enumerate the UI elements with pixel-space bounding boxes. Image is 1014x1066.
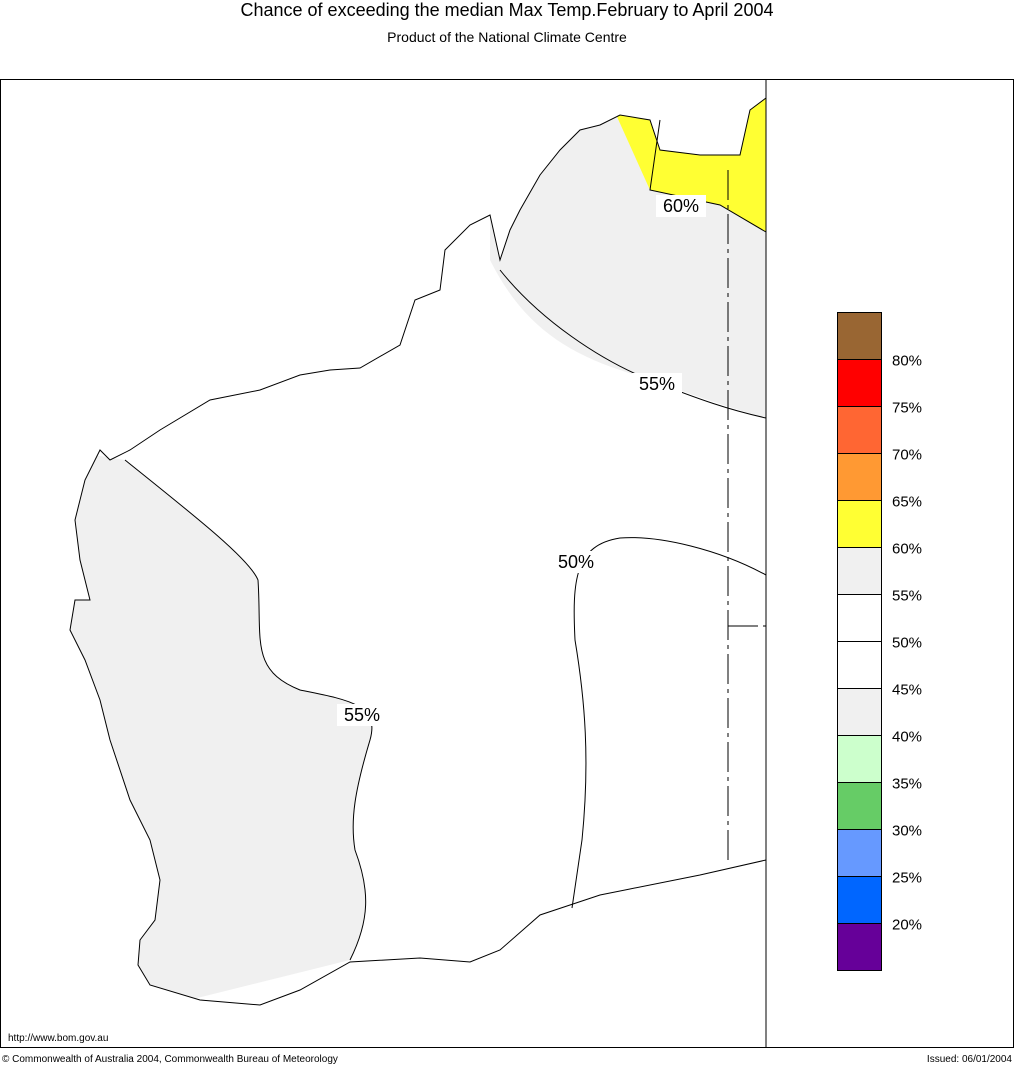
legend-swatch — [837, 406, 882, 454]
legend-swatch — [837, 312, 882, 360]
legend-swatch — [837, 688, 882, 736]
legend-label: 45% — [892, 682, 922, 699]
title: Chance of exceeding the median Max Temp.… — [241, 0, 774, 20]
url: http://www.bom.gov.au — [8, 1033, 108, 1044]
legend-label: 25% — [892, 870, 922, 887]
legend-label: 30% — [892, 823, 922, 840]
legend-swatch — [837, 782, 882, 830]
legend-swatch — [837, 829, 882, 877]
contour-label: 50% — [558, 552, 594, 572]
legend-label: 60% — [892, 541, 922, 558]
issued: Issued: 06/01/2004 — [927, 1054, 1013, 1065]
legend-swatch — [837, 500, 882, 548]
legend-label: 75% — [892, 400, 922, 417]
legend-swatch — [837, 594, 882, 642]
legend-label: 70% — [892, 447, 922, 464]
legend-label: 55% — [892, 588, 922, 605]
legend-swatch — [837, 876, 882, 924]
legend-label: 35% — [892, 776, 922, 793]
legend-swatch — [837, 453, 882, 501]
legend-label: 40% — [892, 729, 922, 746]
legend-label: 65% — [892, 494, 922, 511]
copyright: © Commonwealth of Australia 2004, Common… — [2, 1054, 338, 1065]
contour-label: 55% — [639, 374, 675, 394]
legend-swatch — [837, 359, 882, 407]
legend-label: 80% — [892, 353, 922, 370]
legend-swatch — [837, 641, 882, 689]
legend: 80% 75% 70% 65% 60% 55% 50% 45% 40% 35% 30% 25% 20% — [837, 312, 922, 971]
legend-swatch — [837, 735, 882, 783]
contour-label: 60% — [663, 196, 699, 216]
legend-label: 50% — [892, 635, 922, 652]
contour-labels: 60% 55% 50% 55% — [337, 195, 706, 726]
legend-label: 20% — [892, 917, 922, 934]
contour-label: 55% — [344, 705, 380, 725]
legend-swatch — [837, 923, 882, 971]
contours — [124, 79, 767, 1047]
legend-swatch — [837, 547, 882, 595]
subtitle: Product of the National Climate Centre — [387, 29, 627, 45]
